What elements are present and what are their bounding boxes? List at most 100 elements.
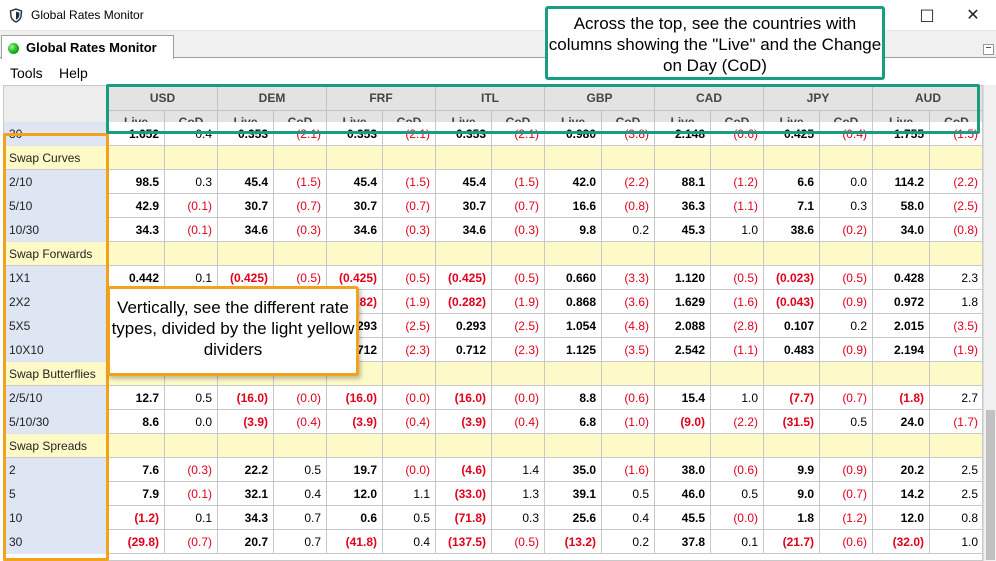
cod-value-cell[interactable]: (0.5) xyxy=(383,266,436,290)
cod-value-cell[interactable]: (3.3) xyxy=(602,266,655,290)
cod-value-cell[interactable]: 0.7 xyxy=(274,530,327,554)
cod-value-cell[interactable]: (0.7) xyxy=(492,194,545,218)
cod-value-cell[interactable] xyxy=(383,362,436,386)
cod-value-cell[interactable]: 0.5 xyxy=(165,386,218,410)
scrollbar-thumb[interactable] xyxy=(986,410,995,560)
live-value-cell[interactable] xyxy=(327,362,383,386)
cod-value-cell[interactable] xyxy=(820,434,873,458)
live-value-cell[interactable]: 1.125 xyxy=(545,338,602,362)
cod-value-cell[interactable]: (1.1) xyxy=(711,194,764,218)
cod-value-cell[interactable]: (1.9) xyxy=(383,290,436,314)
cod-value-cell[interactable]: (1.9) xyxy=(492,290,545,314)
live-value-cell[interactable]: 2.542 xyxy=(655,338,711,362)
cod-value-cell[interactable]: (2.1) xyxy=(274,122,327,146)
live-value-cell[interactable]: 22.2 xyxy=(218,458,274,482)
cod-value-cell[interactable] xyxy=(711,362,764,386)
column-header-dem[interactable]: DEM xyxy=(218,86,327,111)
cod-value-cell[interactable]: (0.6) xyxy=(711,458,764,482)
cod-value-cell[interactable]: 2.3 xyxy=(930,266,982,290)
close-button[interactable]: ✕ xyxy=(966,5,980,24)
cod-value-cell[interactable]: (0.5) xyxy=(820,266,873,290)
live-value-cell[interactable]: 34.6 xyxy=(218,218,274,242)
table-row[interactable]: 30 (29.8) (0.7) 20.7 0.7 (41.8) 0.4 (137.5) (0.5… xyxy=(4,530,982,554)
cod-value-cell[interactable]: 0.5 xyxy=(820,410,873,434)
cod-value-cell[interactable]: (0.3) xyxy=(492,218,545,242)
cod-value-cell[interactable]: 0.2 xyxy=(602,530,655,554)
cod-value-cell[interactable] xyxy=(602,434,655,458)
live-value-cell[interactable]: (31.5) xyxy=(764,410,820,434)
cod-value-cell[interactable]: (0.1) xyxy=(165,194,218,218)
live-value-cell[interactable] xyxy=(108,146,165,170)
cod-value-cell[interactable]: (2.3) xyxy=(492,338,545,362)
cod-value-cell[interactable]: (0.0) xyxy=(383,458,436,482)
cod-value-cell[interactable]: (0.6) xyxy=(602,386,655,410)
live-value-cell[interactable]: 58.0 xyxy=(873,194,930,218)
live-value-cell[interactable]: (71.8) xyxy=(436,506,492,530)
live-value-cell[interactable]: 1.652 xyxy=(108,122,165,146)
live-value-cell[interactable]: 12.0 xyxy=(873,506,930,530)
live-value-cell[interactable] xyxy=(108,434,165,458)
live-value-cell[interactable]: (13.2) xyxy=(545,530,602,554)
live-value-cell[interactable]: (0.425) xyxy=(327,266,383,290)
live-value-cell[interactable]: 88.1 xyxy=(655,170,711,194)
live-value-cell[interactable]: 30.7 xyxy=(218,194,274,218)
cod-value-cell[interactable] xyxy=(274,146,327,170)
live-value-cell[interactable]: 114.2 xyxy=(873,170,930,194)
cod-value-cell[interactable] xyxy=(602,362,655,386)
live-value-cell[interactable] xyxy=(764,242,820,266)
cod-value-cell[interactable]: 0.3 xyxy=(492,506,545,530)
cod-value-cell[interactable]: 0.3 xyxy=(165,170,218,194)
live-value-cell[interactable]: 35.0 xyxy=(545,458,602,482)
live-value-cell[interactable]: 45.4 xyxy=(218,170,274,194)
live-value-cell[interactable]: 34.0 xyxy=(873,218,930,242)
cod-value-cell[interactable]: (1.1) xyxy=(711,338,764,362)
live-value-cell[interactable]: 2.088 xyxy=(655,314,711,338)
live-value-cell[interactable] xyxy=(327,146,383,170)
cod-value-cell[interactable]: (1.5) xyxy=(930,122,982,146)
live-value-cell[interactable]: 7.6 xyxy=(108,458,165,482)
cod-value-cell[interactable]: 2.5 xyxy=(930,482,982,506)
live-value-cell[interactable]: 15.4 xyxy=(655,386,711,410)
cod-value-cell[interactable] xyxy=(820,146,873,170)
live-value-cell[interactable]: 0.483 xyxy=(764,338,820,362)
cod-value-cell[interactable] xyxy=(711,146,764,170)
live-value-cell[interactable]: 0.425 xyxy=(764,122,820,146)
live-value-cell[interactable] xyxy=(545,434,602,458)
cod-value-cell[interactable]: (0.7) xyxy=(165,530,218,554)
cod-value-cell[interactable]: (1.7) xyxy=(930,410,982,434)
cod-value-cell[interactable]: (2.5) xyxy=(930,194,982,218)
live-value-cell[interactable] xyxy=(218,146,274,170)
live-value-cell[interactable]: 0.980 xyxy=(545,122,602,146)
cod-value-cell[interactable]: (0.8) xyxy=(602,194,655,218)
live-value-cell[interactable]: (0.023) xyxy=(764,266,820,290)
cod-value-cell[interactable]: 0.1 xyxy=(711,530,764,554)
cod-value-cell[interactable]: (2.1) xyxy=(383,122,436,146)
live-value-cell[interactable]: 6.8 xyxy=(545,410,602,434)
table-row[interactable]: 2/10 98.5 0.3 45.4 (1.5) 45.4 (1.5) 45.4 (1.5) 42… xyxy=(4,170,982,194)
cod-value-cell[interactable]: (1.6) xyxy=(711,290,764,314)
menu-tools[interactable]: Tools xyxy=(10,65,43,81)
live-value-cell[interactable] xyxy=(327,242,383,266)
live-value-cell[interactable]: (3.9) xyxy=(327,410,383,434)
cod-value-cell[interactable]: 1.8 xyxy=(930,290,982,314)
cod-value-cell[interactable]: (1.9) xyxy=(930,338,982,362)
live-value-cell[interactable]: 0.712 xyxy=(436,338,492,362)
cod-value-cell[interactable]: (2.1) xyxy=(492,122,545,146)
cod-value-cell[interactable]: (0.3) xyxy=(274,218,327,242)
live-value-cell[interactable]: (21.7) xyxy=(764,530,820,554)
table-row[interactable]: 2/5/10 12.7 0.5 (16.0) (0.0) (16.0) (0.0) (16.0… xyxy=(4,386,982,410)
live-value-cell[interactable]: 0.868 xyxy=(545,290,602,314)
cod-value-cell[interactable]: 0.0 xyxy=(165,410,218,434)
cod-value-cell[interactable] xyxy=(492,362,545,386)
column-header-gbp[interactable]: GBP xyxy=(545,86,655,111)
live-value-cell[interactable]: (7.7) xyxy=(764,386,820,410)
live-value-cell[interactable]: 38.0 xyxy=(655,458,711,482)
cod-value-cell[interactable]: (0.8) xyxy=(930,218,982,242)
live-value-cell[interactable]: 20.7 xyxy=(218,530,274,554)
live-value-cell[interactable] xyxy=(764,146,820,170)
live-value-cell[interactable]: 9.0 xyxy=(764,482,820,506)
live-value-cell[interactable]: (4.6) xyxy=(436,458,492,482)
cod-value-cell[interactable] xyxy=(492,434,545,458)
live-value-cell[interactable] xyxy=(764,434,820,458)
live-value-cell[interactable]: 37.8 xyxy=(655,530,711,554)
